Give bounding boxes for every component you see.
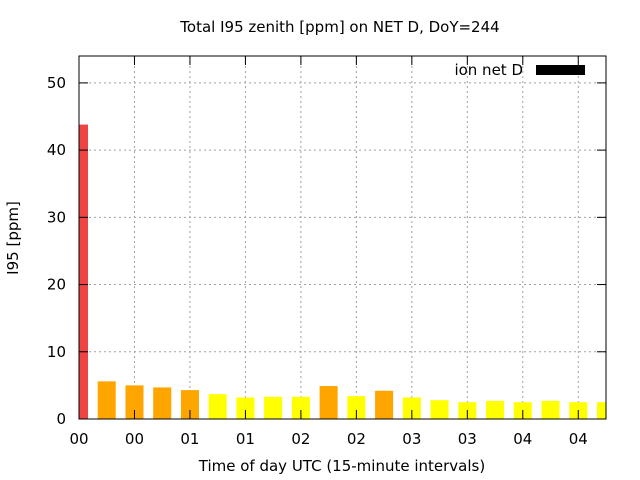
y-tick-label: 50 <box>47 74 66 92</box>
bar <box>97 381 116 419</box>
plot-frame <box>78 55 607 420</box>
bar <box>402 397 421 419</box>
bar <box>180 390 199 419</box>
bar <box>153 387 172 419</box>
x-tick-label: 04 <box>513 430 532 448</box>
bar <box>264 396 283 419</box>
x-tick-label: 01 <box>236 430 255 448</box>
bars <box>79 124 606 419</box>
bar <box>430 400 449 419</box>
legend-label: ion net D <box>454 61 523 79</box>
y-tick-label: 10 <box>47 343 66 361</box>
x-tick-label: 00 <box>69 430 88 448</box>
x-tick-label: 03 <box>458 430 477 448</box>
grid <box>79 56 606 419</box>
y-tick-label: 30 <box>47 208 66 226</box>
y-axis-label: I95 [ppm] <box>4 201 22 275</box>
bar <box>236 397 255 419</box>
bar <box>208 394 227 419</box>
x-tick-label: 03 <box>402 430 421 448</box>
bar <box>291 396 310 419</box>
axis-ticks: 0 10 20 30 40 50 00 00 01 01 02 02 03 03 04 04 <box>47 56 606 448</box>
x-tick-label: 02 <box>347 430 366 448</box>
x-tick-label: 01 <box>180 430 199 448</box>
bar <box>596 402 606 419</box>
y-tick-label: 0 <box>56 410 66 428</box>
bar <box>347 396 366 419</box>
bar <box>125 385 144 419</box>
legend-swatch <box>536 65 585 75</box>
bar <box>541 400 560 419</box>
x-axis-label: Time of day UTC (15-minute intervals) <box>198 457 485 475</box>
bar <box>375 390 394 419</box>
bar <box>79 124 89 419</box>
chart-title: Total I95 zenith [ppm] on NET D, DoY=244 <box>179 18 499 36</box>
bar <box>319 386 338 419</box>
y-tick-label: 20 <box>47 276 66 294</box>
bar <box>486 400 505 419</box>
x-tick-label: 02 <box>291 430 310 448</box>
legend: ion net D <box>454 61 585 79</box>
x-tick-label: 04 <box>569 430 588 448</box>
y-tick-label: 40 <box>47 141 66 159</box>
x-tick-label: 00 <box>125 430 144 448</box>
